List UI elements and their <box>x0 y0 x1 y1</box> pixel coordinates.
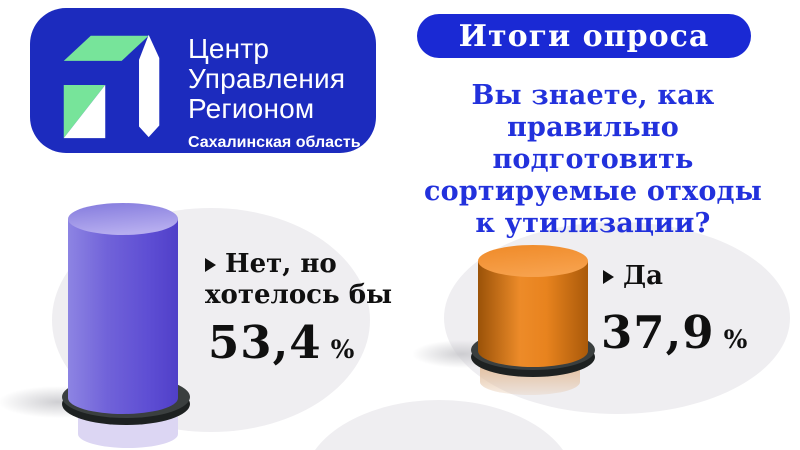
answer-value-yes: 37,9% <box>601 306 747 359</box>
answer-label-yes-text: Да <box>623 261 663 291</box>
answer-value-yes-unit: % <box>723 325 748 354</box>
logo-line-1: Центр <box>188 33 270 64</box>
cube-logo-icon <box>63 34 160 139</box>
answer-label-yes: Да <box>603 261 663 292</box>
answer-value-no-unit: % <box>330 335 355 364</box>
answer-label-no-text: Нет, но хотелось бы <box>205 249 393 310</box>
bar-cylinder-yes <box>412 245 595 395</box>
answer-value-yes-number: 37,9 <box>601 306 715 359</box>
cylinder-top <box>478 245 588 277</box>
answer-value-no: 53,4% <box>208 316 354 369</box>
cylinder-top <box>68 203 178 235</box>
logo-region: Сахалинская область <box>188 134 361 151</box>
triangle-bullet-icon <box>603 270 614 284</box>
title-pill: Итоги опроса <box>417 14 751 58</box>
logo-card: Центр Управления Регионом Сахалинская об… <box>30 8 376 153</box>
cylinder-body <box>68 219 178 414</box>
logo-text: Центр Управления Регионом Сахалинская об… <box>188 34 361 152</box>
page-title: Итоги опроса <box>458 18 710 54</box>
answer-value-no-number: 53,4 <box>208 316 322 369</box>
answer-label-no: Нет, но хотелось бы <box>205 249 392 311</box>
cylinder-body <box>478 261 588 367</box>
logo-line-3: Регионом <box>188 93 315 124</box>
bar-cylinder-no <box>0 203 190 448</box>
triangle-bullet-icon <box>205 258 216 272</box>
poll-question: Вы знаете, как правильно подготовить сор… <box>423 80 763 239</box>
logo-line-2: Управления <box>188 63 346 94</box>
